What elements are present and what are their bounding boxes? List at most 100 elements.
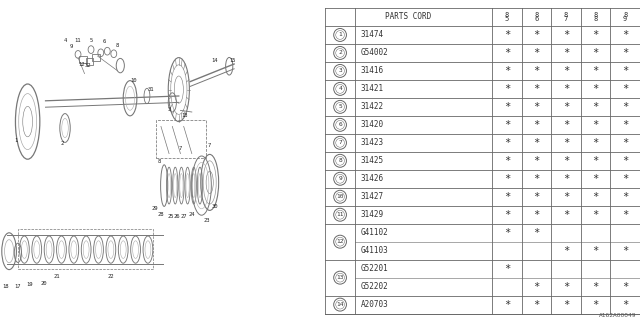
Text: G52202: G52202 [361,282,388,291]
Bar [86,58,93,65]
Text: *: * [533,210,540,220]
Text: 17: 17 [15,284,21,289]
Text: *: * [533,282,540,292]
Text: *: * [593,30,599,40]
Text: 8: 8 [593,12,598,18]
Text: 6: 6 [338,122,342,127]
Text: 3: 3 [338,68,342,73]
Text: 5: 5 [90,37,93,43]
Text: 11: 11 [337,212,344,217]
Text: *: * [622,156,628,166]
Text: 24: 24 [189,212,195,217]
Text: 31429: 31429 [361,210,384,219]
Text: 30: 30 [211,204,218,209]
Text: *: * [622,102,628,112]
Text: *: * [622,48,628,58]
Text: *: * [563,48,569,58]
Text: 8: 8 [534,12,538,18]
Text: PARTS CORD: PARTS CORD [385,12,432,21]
Text: 4: 4 [338,86,342,92]
Text: 5: 5 [505,16,509,22]
Text: *: * [504,210,510,220]
Text: *: * [563,138,569,148]
Text: 14: 14 [211,58,218,63]
Text: *: * [533,156,540,166]
Text: *: * [622,282,628,292]
Text: 8: 8 [157,159,161,164]
Bar [92,54,100,61]
Text: 31423: 31423 [361,138,384,147]
Text: *: * [533,228,540,238]
Text: 7: 7 [338,140,342,145]
Text: *: * [622,210,628,220]
Text: *: * [622,66,628,76]
Text: *: * [504,84,510,94]
Text: 2: 2 [60,141,63,146]
Text: *: * [593,120,599,130]
Text: 7: 7 [208,143,211,148]
Text: *: * [593,246,599,256]
Text: *: * [533,174,540,184]
Text: *: * [504,102,510,112]
Text: *: * [563,66,569,76]
Text: 13: 13 [181,113,188,118]
Text: 18: 18 [3,284,9,289]
Text: 8: 8 [505,12,509,18]
Text: *: * [593,102,599,112]
Text: 1: 1 [338,32,342,37]
Text: G52201: G52201 [361,264,388,273]
Text: 9: 9 [623,16,627,22]
Text: 6: 6 [534,16,538,22]
Text: 19: 19 [26,282,33,287]
Text: 13: 13 [337,275,344,280]
Text: *: * [533,48,540,58]
Text: *: * [504,264,510,274]
Text: 11: 11 [75,37,81,43]
Text: *: * [622,174,628,184]
Text: *: * [622,138,628,148]
Text: *: * [504,156,510,166]
Text: 31427: 31427 [361,192,384,201]
Text: A162A00049: A162A00049 [599,313,637,318]
Text: *: * [504,300,510,310]
Text: *: * [593,156,599,166]
Text: *: * [563,282,569,292]
Text: *: * [622,192,628,202]
Text: 31416: 31416 [361,67,384,76]
Text: *: * [593,192,599,202]
Text: *: * [504,66,510,76]
Text: 22: 22 [108,274,114,279]
Text: 7: 7 [179,146,182,151]
Text: 6: 6 [102,39,106,44]
Text: *: * [563,300,569,310]
Text: *: * [533,120,540,130]
Text: *: * [622,300,628,310]
Text: 1: 1 [14,138,17,143]
Text: 12: 12 [78,61,84,67]
Text: 27: 27 [180,213,187,219]
Text: *: * [563,192,569,202]
Text: *: * [563,210,569,220]
Text: 8: 8 [593,16,598,22]
Text: G41103: G41103 [361,246,388,255]
Text: 26: 26 [174,213,180,219]
Text: 31421: 31421 [361,84,384,93]
Text: *: * [504,30,510,40]
Text: 2: 2 [338,51,342,55]
Text: *: * [563,120,569,130]
Text: *: * [533,192,540,202]
Text: *: * [533,30,540,40]
Text: *: * [593,300,599,310]
Text: *: * [504,192,510,202]
Text: *: * [504,228,510,238]
Text: 21: 21 [54,274,60,279]
Text: *: * [622,30,628,40]
Bar [18,229,153,269]
Text: 15: 15 [229,58,236,63]
Text: 23: 23 [204,218,210,223]
Text: 8: 8 [564,12,568,18]
Text: 12: 12 [337,239,344,244]
Text: *: * [504,48,510,58]
Text: *: * [533,102,540,112]
Text: *: * [563,30,569,40]
